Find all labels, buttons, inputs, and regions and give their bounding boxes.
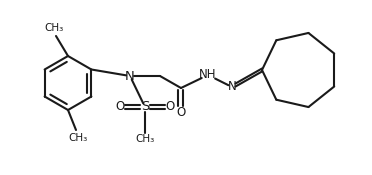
Text: O: O	[115, 100, 125, 114]
Text: NH: NH	[199, 68, 217, 82]
Text: O: O	[176, 106, 186, 118]
Text: CH₃: CH₃	[135, 134, 155, 144]
Text: S: S	[141, 100, 149, 114]
Text: N: N	[228, 80, 236, 93]
Text: N: N	[125, 69, 135, 82]
Text: CH₃: CH₃	[44, 23, 64, 33]
Text: CH₃: CH₃	[68, 133, 88, 143]
Text: O: O	[166, 100, 174, 114]
